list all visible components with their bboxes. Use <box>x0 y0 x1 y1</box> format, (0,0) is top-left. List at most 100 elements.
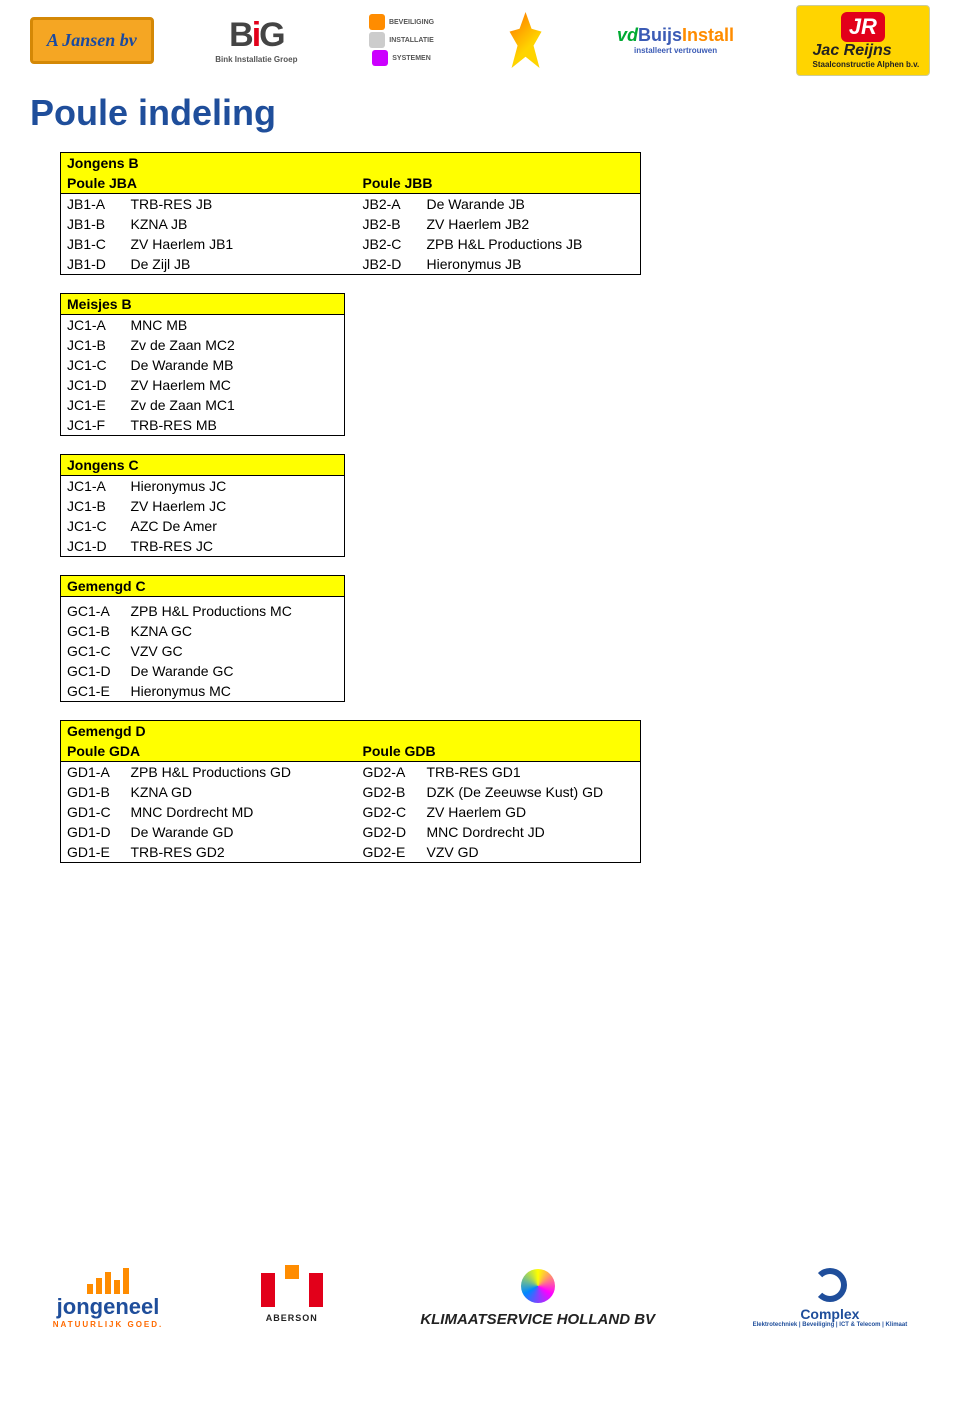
row-code-right: JB2-D <box>357 254 421 275</box>
sponsor-klimaat-logo: KLIMAATSERVICE HOLLAND BV <box>410 1265 665 1332</box>
sponsor-big-logo: BiG Bink Installatie Groep <box>205 12 307 68</box>
row-team: AZC De Amer <box>125 516 345 536</box>
row-code: JC1-A <box>61 315 125 336</box>
row-code-left: GD1-D <box>61 822 125 842</box>
table-gemengd-d: Gemengd D Poule GDA Poule GDB GD1-AZPB H… <box>60 720 641 863</box>
row-team-right: Hieronymus JB <box>421 254 641 275</box>
row-code: JC1-D <box>61 375 125 395</box>
header-poule-gda: Poule GDA <box>61 741 345 762</box>
row-team: De Warande MB <box>125 355 345 375</box>
row-team-left: KZNA GD <box>125 782 345 802</box>
header-poule-jba: Poule JBA <box>61 173 345 194</box>
sponsor-jacreijns-logo: JR Jac Reijns Staalconstructie Alphen b.… <box>796 5 931 76</box>
row-team: ZV Haerlem MC <box>125 375 345 395</box>
row-team-left: MNC Dordrecht MD <box>125 802 345 822</box>
row-code-left: JB1-D <box>61 254 125 275</box>
sponsor-strip-top: A Jansen bv BiG Bink Installatie Groep B… <box>0 0 960 80</box>
row-team: Hieronymus MC <box>125 681 345 702</box>
row-team-left: TRB-RES GD2 <box>125 842 345 863</box>
row-code: GC1-A <box>61 601 125 621</box>
row-team-left: De Zijl JB <box>125 254 345 275</box>
row-code-right: GD2-C <box>357 802 421 822</box>
row-team-right: TRB-RES GD1 <box>421 762 641 783</box>
row-team-right: VZV GD <box>421 842 641 863</box>
row-code: JC1-C <box>61 355 125 375</box>
row-code-right: JB2-A <box>357 194 421 215</box>
row-code-right: JB2-C <box>357 234 421 254</box>
header-jongens-c: Jongens C <box>61 455 345 476</box>
row-team: Zv de Zaan MC2 <box>125 335 345 355</box>
sponsor-icons-logo: BEVEILIGING INSTALLATIE SYSTEMEN <box>359 10 444 70</box>
table-jongens-b: Jongens B Poule JBA Poule JBB JB1-ATRB-R… <box>60 152 641 275</box>
header-gemengd-c: Gemengd C <box>61 576 345 597</box>
row-team-right: ZV Haerlem JB2 <box>421 214 641 234</box>
row-team-right: MNC Dordrecht JD <box>421 822 641 842</box>
row-team: Hieronymus JC <box>125 476 345 497</box>
row-team: VZV GC <box>125 641 345 661</box>
row-code-right: GD2-D <box>357 822 421 842</box>
row-code-left: JB1-A <box>61 194 125 215</box>
row-code: JC1-E <box>61 395 125 415</box>
row-code-left: GD1-A <box>61 762 125 783</box>
row-code-left: JB1-C <box>61 234 125 254</box>
table-meisjes-b: Meisjes B JC1-AMNC MBJC1-BZv de Zaan MC2… <box>60 293 345 436</box>
row-team-right: ZPB H&L Productions JB <box>421 234 641 254</box>
row-code: JC1-B <box>61 496 125 516</box>
table-jongens-c: Jongens C JC1-AHieronymus JCJC1-BZV Haer… <box>60 454 345 557</box>
row-team: Zv de Zaan MC1 <box>125 395 345 415</box>
sponsor-jansen-logo: A Jansen bv <box>30 17 154 64</box>
sponsor-complex-logo: Complex Elektrotechniek | Beveiliging | … <box>743 1264 918 1332</box>
sponsor-strip-bottom: jongeneel NATUURLIJK GOED. ABERSON KLIMA… <box>0 1243 960 1353</box>
row-code: GC1-B <box>61 621 125 641</box>
sponsor-icon-label-2: INSTALLATIE <box>389 37 433 44</box>
row-team-right: DZK (De Zeeuwse Kust) GD <box>421 782 641 802</box>
sponsor-jongeneel-subtitle: NATUURLIJK GOED. <box>53 1320 164 1329</box>
row-code-left: GD1-B <box>61 782 125 802</box>
row-code-right: GD2-B <box>357 782 421 802</box>
sponsor-jacreijns-name: Jac Reijns <box>813 42 920 60</box>
sponsor-icon-label-1: BEVEILIGING <box>389 19 434 26</box>
header-gemengd-d: Gemengd D <box>61 721 641 742</box>
row-team: De Warande GC <box>125 661 345 681</box>
sponsor-jongeneel-logo: jongeneel NATUURLIJK GOED. <box>43 1264 174 1333</box>
row-code: JC1-A <box>61 476 125 497</box>
row-code: JC1-F <box>61 415 125 436</box>
row-team-left: ZV Haerlem JB1 <box>125 234 345 254</box>
row-code: JC1-D <box>61 536 125 557</box>
row-code-left: JB1-B <box>61 214 125 234</box>
table-gemengd-c: Gemengd C GC1-AZPB H&L Productions MCGC1… <box>60 575 345 702</box>
row-team: KZNA GC <box>125 621 345 641</box>
row-code-right: GD2-A <box>357 762 421 783</box>
row-code-left: GD1-C <box>61 802 125 822</box>
sponsor-icon-label-3: SYSTEMEN <box>392 55 431 62</box>
sponsor-flame-icon <box>496 8 556 72</box>
sponsor-aberson-logo: ABERSON <box>251 1269 333 1327</box>
row-code-left: GD1-E <box>61 842 125 863</box>
header-poule-gdb: Poule GDB <box>357 741 641 762</box>
row-code: JC1-B <box>61 335 125 355</box>
row-team-right: De Warande JB <box>421 194 641 215</box>
row-team: TRB-RES JC <box>125 536 345 557</box>
row-team: TRB-RES MB <box>125 415 345 436</box>
row-code: GC1-D <box>61 661 125 681</box>
header-jongens-b: Jongens B <box>61 153 641 174</box>
row-team: ZPB H&L Productions MC <box>125 601 345 621</box>
row-code: GC1-E <box>61 681 125 702</box>
row-code-right: JB2-B <box>357 214 421 234</box>
sponsor-vdbuijs-subtitle: installeert vertrouwen <box>634 46 717 55</box>
row-team-left: KZNA JB <box>125 214 345 234</box>
sponsor-big-subtitle: Bink Installatie Groep <box>215 55 297 64</box>
header-poule-jbb: Poule JBB <box>357 173 641 194</box>
row-team: MNC MB <box>125 315 345 336</box>
row-team-left: TRB-RES JB <box>125 194 345 215</box>
row-team-left: De Warande GD <box>125 822 345 842</box>
row-code-right: GD2-E <box>357 842 421 863</box>
row-team: ZV Haerlem JC <box>125 496 345 516</box>
row-team-right: ZV Haerlem GD <box>421 802 641 822</box>
sponsor-vdbuijs-logo: vdBuijsInstall installeert vertrouwen <box>607 21 744 59</box>
row-team-left: ZPB H&L Productions GD <box>125 762 345 783</box>
page-title: Poule indeling <box>30 92 930 134</box>
row-code: JC1-C <box>61 516 125 536</box>
header-meisjes-b: Meisjes B <box>61 294 345 315</box>
row-code: GC1-C <box>61 641 125 661</box>
